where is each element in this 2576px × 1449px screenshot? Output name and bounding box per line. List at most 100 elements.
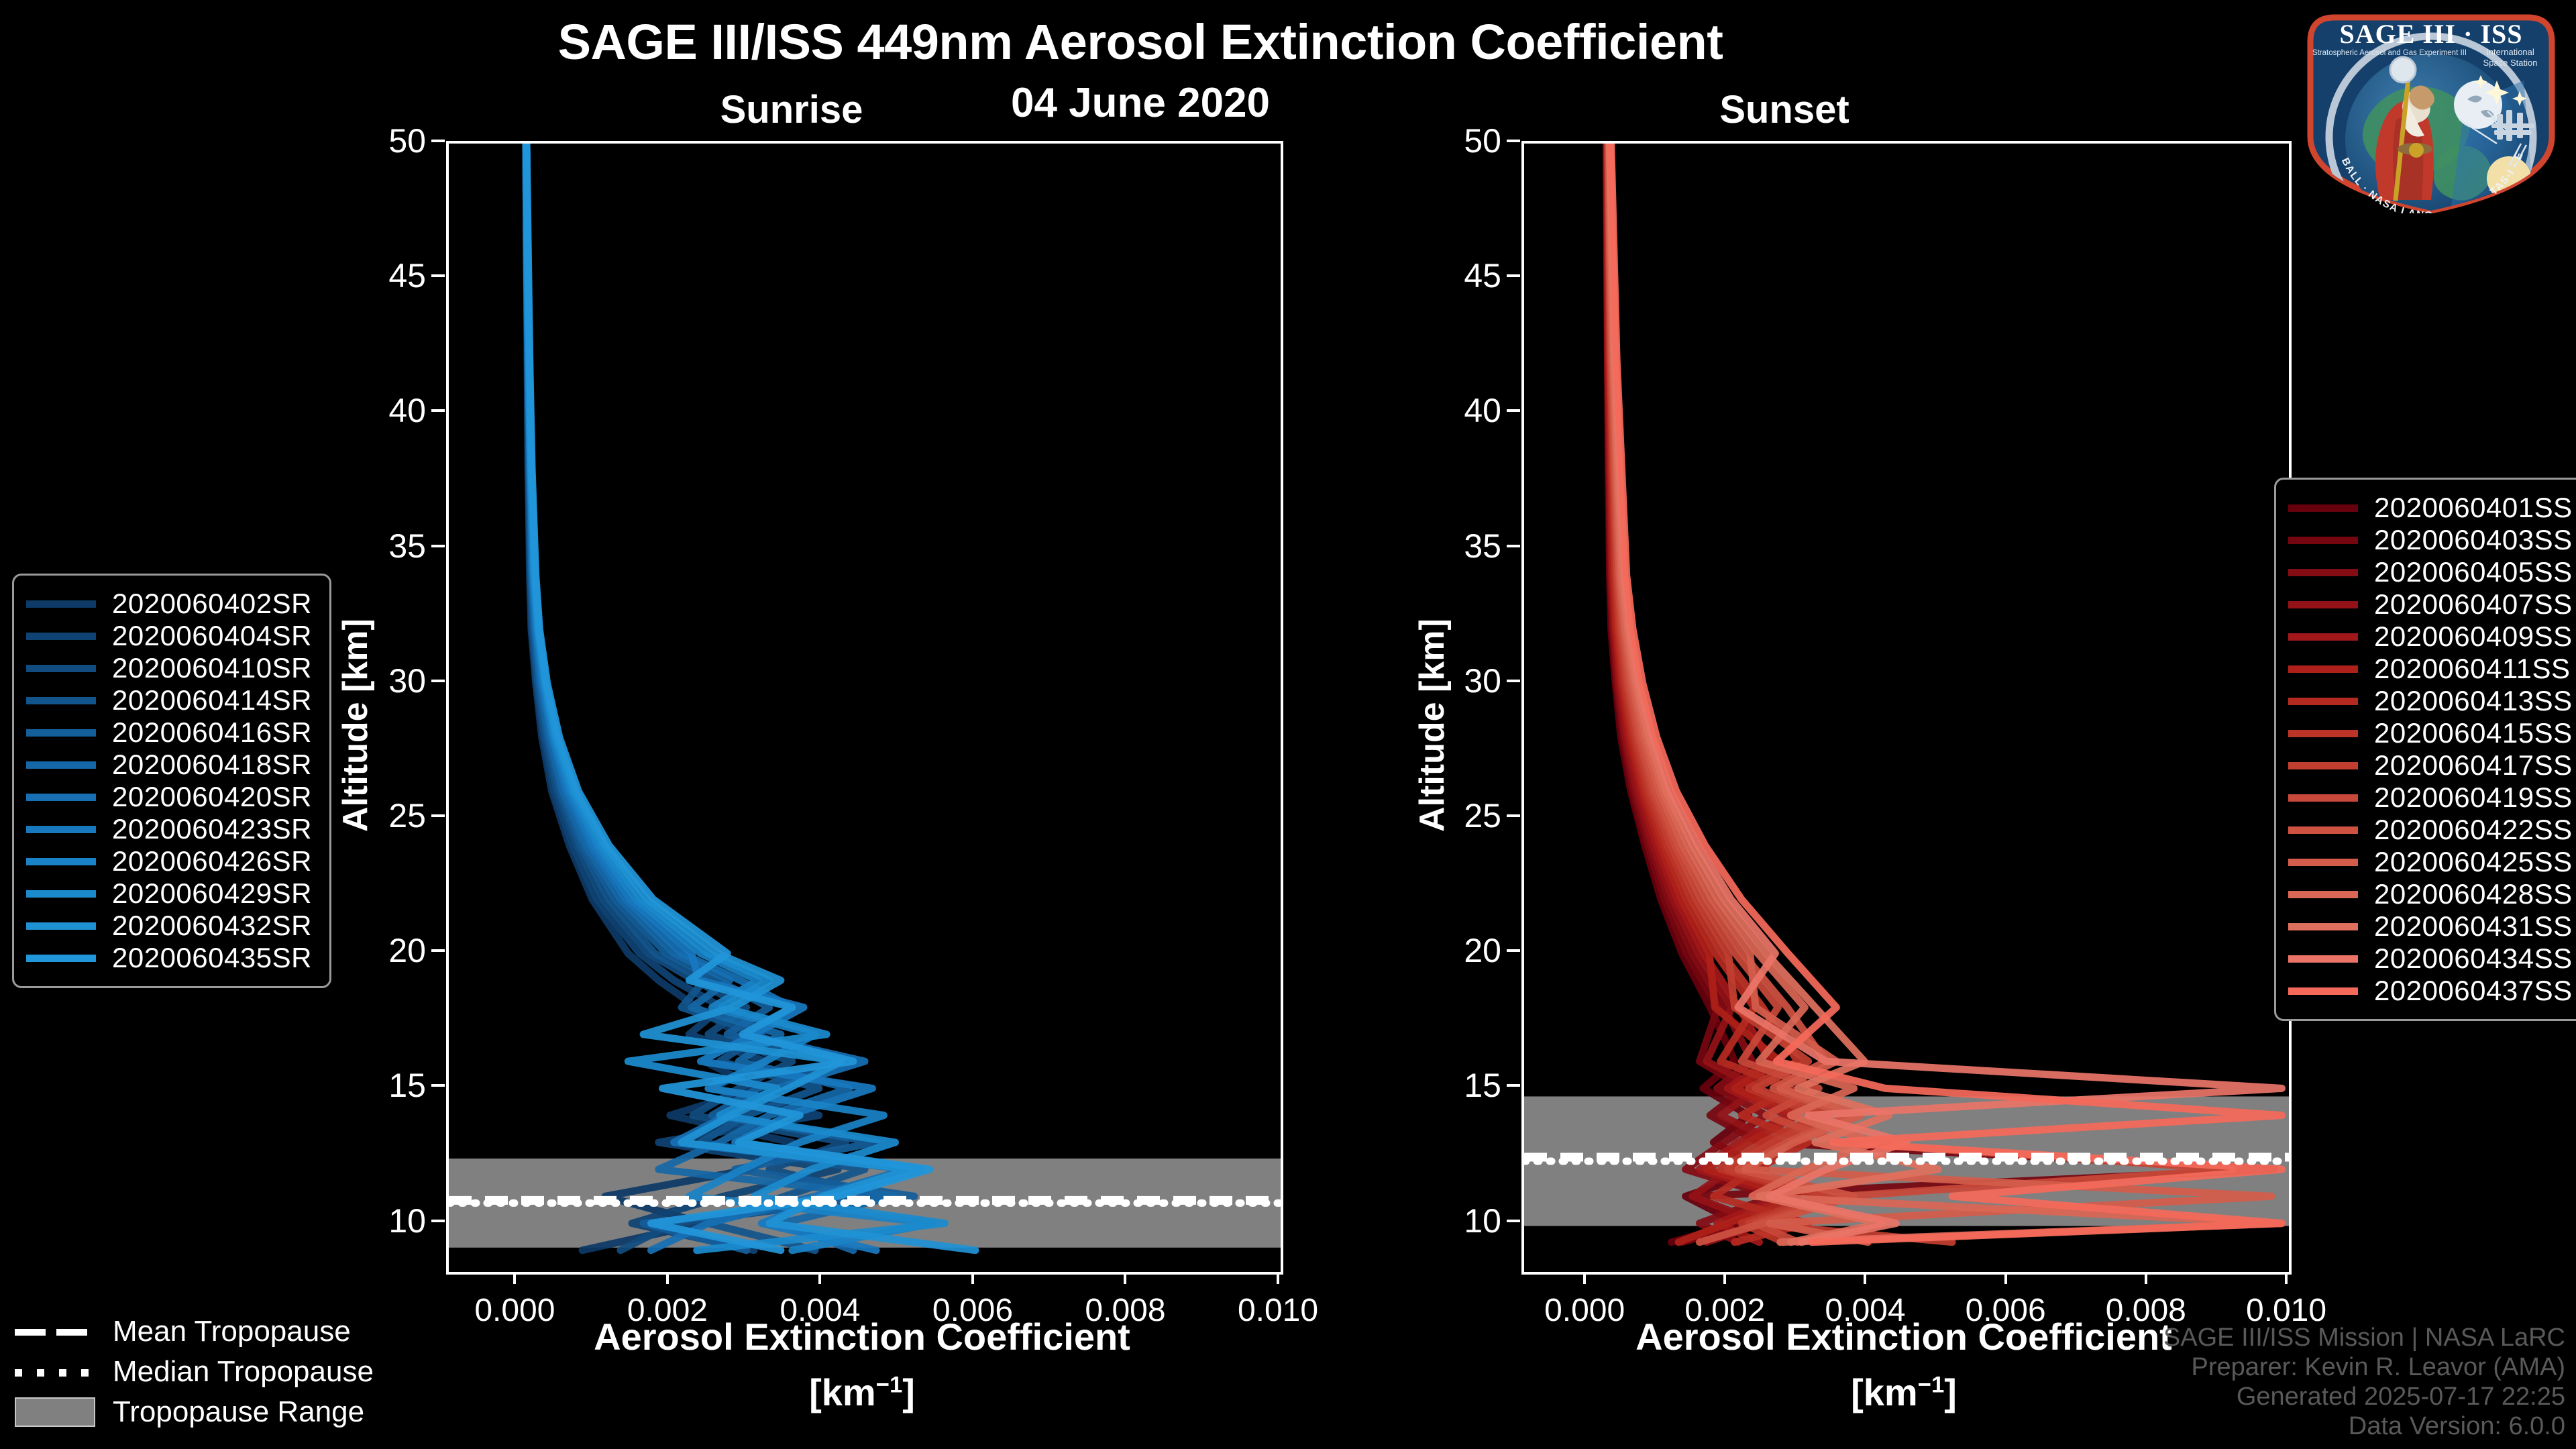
y-tick-label: 40 — [1464, 392, 1501, 430]
legend-item-label: 2020060422SS — [2374, 814, 2573, 845]
legend-color-swatch — [26, 761, 96, 769]
legend-item-label: 2020060418SR — [112, 749, 312, 780]
profile-line — [1607, 144, 2286, 1246]
legend-item[interactable]: 2020060420SR — [26, 781, 312, 813]
legend-color-swatch — [2288, 858, 2358, 866]
x-axis-label-text: Aerosol Extinction Coefficient — [594, 1316, 1130, 1358]
legend-item-label: 2020060411SS — [2374, 653, 2571, 684]
legend-item[interactable]: 2020060419SS — [2288, 782, 2573, 814]
legend-item[interactable]: 2020060434SS — [2288, 943, 2573, 975]
legend-color-swatch — [26, 922, 96, 930]
y-axis-label-sunset: Altitude [km] — [1413, 619, 1452, 832]
legend-item[interactable]: 2020060405SS — [2288, 556, 2573, 588]
y-tick-mark — [431, 814, 445, 817]
legend-item-label: 2020060402SR — [112, 588, 312, 619]
legend-color-swatch — [2288, 504, 2358, 512]
y-tick-label: 50 — [1464, 122, 1501, 160]
legend-item-label: 2020060437SS — [2374, 975, 2573, 1006]
legend-item[interactable]: 2020060415SS — [2288, 717, 2573, 749]
legend-item[interactable]: 2020060416SR — [26, 716, 312, 749]
legend-color-swatch — [26, 729, 96, 737]
legend-item-label: 2020060409SS — [2374, 621, 2573, 652]
legend-item-label: 2020060432SR — [112, 910, 312, 941]
tropopause-legend: Mean Tropopause Median Tropopause Tropop… — [15, 1311, 374, 1432]
tropopause-range-label: Tropopause Range — [113, 1395, 365, 1428]
legend-item[interactable]: 2020060425SS — [2288, 846, 2573, 878]
legend-item[interactable]: 2020060409SS — [2288, 621, 2573, 653]
sage-iii-iss-mission-patch-logo: BALL · NASA LANGLEY RESEARCH CENTER TAS-… — [2292, 0, 2567, 221]
legend-color-swatch — [2288, 665, 2358, 673]
legend-item[interactable]: 2020060437SS — [2288, 975, 2573, 1007]
legend-color-swatch — [2288, 536, 2358, 544]
legend-item[interactable]: 2020060403SS — [2288, 524, 2573, 556]
legend-item[interactable]: 2020060414SR — [26, 684, 312, 716]
legend-item-label: 2020060405SS — [2374, 556, 2573, 588]
profile-line — [1603, 144, 2279, 1246]
legend-item[interactable]: 2020060432SR — [26, 910, 312, 942]
patch-subtitle-right-2: Space Station — [2483, 58, 2538, 68]
legend-color-swatch — [2288, 890, 2358, 898]
legend-item[interactable]: 2020060401SS — [2288, 492, 2573, 524]
y-tick-mark — [431, 544, 445, 547]
plot-area-sunset — [1521, 141, 2292, 1275]
legend-item[interactable]: 2020060418SR — [26, 749, 312, 781]
legend-color-swatch — [26, 696, 96, 704]
legend-item[interactable]: 2020060404SR — [26, 620, 312, 652]
legend-color-swatch — [2288, 568, 2358, 576]
legend-item[interactable]: 2020060413SS — [2288, 685, 2573, 717]
y-tick-mark — [1507, 274, 1520, 278]
legend-item[interactable]: 2020060435SR — [26, 942, 312, 974]
y-tick-label: 45 — [1464, 257, 1501, 295]
median-tropopause-label: Median Tropopause — [113, 1355, 374, 1388]
legend-item[interactable]: 2020060411SS — [2288, 653, 2573, 685]
patch-subtitle-left: Stratospheric Aerosol and Gas Experiment… — [2312, 49, 2467, 57]
x-axis-unit: [km−1] — [809, 1371, 915, 1413]
date-subtitle: 04 June 2020 — [1010, 80, 1271, 126]
legend-item[interactable]: 2020060422SS — [2288, 814, 2573, 846]
legend-item-label: 2020060414SR — [112, 684, 312, 716]
legend-color-swatch — [2288, 794, 2358, 802]
legend-item-label: 2020060434SS — [2374, 943, 2573, 974]
legend-item-label: 2020060426SR — [112, 845, 312, 877]
legend-item[interactable]: 2020060417SS — [2288, 749, 2573, 782]
legend-color-swatch — [2288, 922, 2358, 930]
legend-item[interactable]: 2020060429SR — [26, 877, 312, 910]
patch-subtitle-right-1: International — [2486, 47, 2534, 57]
plot-area-sunrise — [446, 141, 1283, 1275]
legend-item[interactable]: 2020060428SS — [2288, 878, 2573, 910]
legend-color-swatch — [26, 825, 96, 833]
legend-item[interactable]: 2020060423SR — [26, 813, 312, 845]
y-tick-mark — [431, 679, 445, 682]
y-tick-label: 40 — [388, 392, 426, 430]
legend-color-swatch — [26, 632, 96, 640]
y-tick-label: 35 — [1464, 527, 1501, 565]
legend-sunset[interactable]: 2020060401SS 2020060403SS 2020060405SS 2020… — [2274, 478, 2576, 1021]
legend-color-swatch — [2288, 600, 2358, 608]
legend-item[interactable]: 2020060426SR — [26, 845, 312, 877]
page-title: SAGE III/ISS 449nm Aerosol Extinction Co… — [557, 14, 1723, 70]
y-tick-mark — [431, 140, 445, 142]
y-tick-label: 15 — [388, 1067, 426, 1105]
legend-item-label: 2020060403SS — [2374, 524, 2573, 555]
dotted-line-icon — [15, 1363, 95, 1381]
legend-sunrise[interactable]: 2020060402SR 2020060404SR 2020060410SR 2020… — [12, 574, 331, 988]
legend-color-swatch — [26, 793, 96, 801]
legend-item-label: 2020060410SR — [112, 652, 312, 684]
y-tick-mark — [1507, 814, 1520, 817]
y-tick-mark — [1507, 140, 1520, 142]
y-tick-label: 20 — [1464, 932, 1501, 970]
legend-item[interactable]: 2020060431SS — [2288, 910, 2573, 943]
y-tick-label: 15 — [1464, 1067, 1501, 1105]
legend-item[interactable]: 2020060402SR — [26, 588, 312, 620]
legend-item[interactable]: 2020060407SS — [2288, 588, 2573, 621]
legend-item[interactable]: 2020060410SR — [26, 652, 312, 684]
legend-color-swatch — [2288, 633, 2358, 641]
y-tick-label: 10 — [388, 1201, 426, 1240]
y-tick-mark — [431, 949, 445, 953]
y-tick-mark — [1507, 409, 1520, 413]
legend-item-label: 2020060401SS — [2374, 492, 2573, 523]
legend-color-swatch — [2288, 826, 2358, 834]
y-tick-mark — [1507, 1084, 1520, 1087]
legend-color-swatch — [26, 857, 96, 865]
range-swatch-icon — [15, 1397, 95, 1427]
